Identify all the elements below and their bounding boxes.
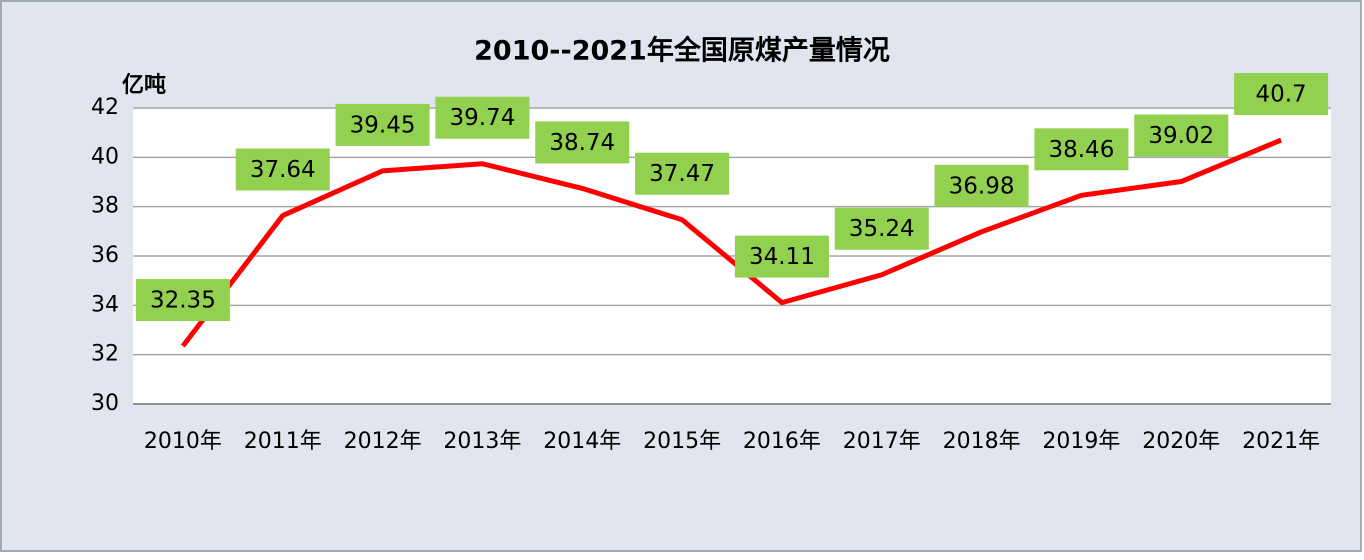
- x-tick-label: 2020年: [1142, 429, 1220, 454]
- data-label-box: [1034, 128, 1129, 171]
- x-tick-label: 2016年: [743, 429, 821, 454]
- y-tick-label: 32: [91, 342, 119, 367]
- data-label: 36.98: [949, 173, 1015, 199]
- data-label: 34.11: [749, 244, 815, 270]
- data-label-box: [435, 96, 530, 139]
- data-label: 39.74: [449, 105, 515, 131]
- x-tick-label: 2015年: [643, 429, 721, 454]
- x-tick-label: 2021年: [1242, 429, 1320, 454]
- y-tick-label: 30: [91, 391, 119, 416]
- chart-title: 2010--2021年全国原煤产量情况: [474, 35, 890, 67]
- data-label: 40.7: [1255, 82, 1306, 108]
- data-label-box: [535, 121, 630, 164]
- x-tick-label: 2011年: [244, 429, 322, 454]
- x-tick-label: 2013年: [443, 429, 521, 454]
- data-label: 37.64: [250, 157, 316, 183]
- data-label-box: [734, 235, 829, 278]
- x-tick-label: 2010年: [144, 429, 222, 454]
- x-tick-label: 2014年: [543, 429, 621, 454]
- y-tick-label: 40: [91, 144, 119, 169]
- y-tick-label: 42: [91, 95, 119, 120]
- data-label: 35.24: [849, 216, 915, 242]
- y-tick-label: 38: [91, 194, 119, 219]
- data-label-box: [1134, 114, 1229, 157]
- line-series: [180, 137, 1283, 348]
- data-label-box: [235, 148, 330, 191]
- data-label: 37.47: [649, 161, 715, 187]
- data-label: 38.74: [549, 130, 615, 156]
- x-tick-label: 2012年: [344, 429, 422, 454]
- data-label-box: [135, 279, 230, 322]
- y-axis-label: 亿吨: [122, 73, 166, 98]
- data-label-box: [834, 207, 929, 250]
- data-label: 39.45: [350, 112, 416, 138]
- y-tick-label: 34: [91, 292, 119, 317]
- data-label-box: [635, 152, 730, 195]
- y-tick-label: 36: [91, 243, 119, 268]
- data-label-box: [335, 103, 430, 146]
- data-label: 32.35: [150, 288, 216, 314]
- data-label: 38.46: [1048, 137, 1114, 163]
- x-tick-label: 2018年: [943, 429, 1021, 454]
- data-label: 39.02: [1148, 123, 1214, 149]
- x-tick-label: 2017年: [843, 429, 921, 454]
- x-tick-label: 2019年: [1042, 429, 1120, 454]
- data-label-box: [934, 164, 1029, 207]
- data-label-box: [1234, 73, 1329, 116]
